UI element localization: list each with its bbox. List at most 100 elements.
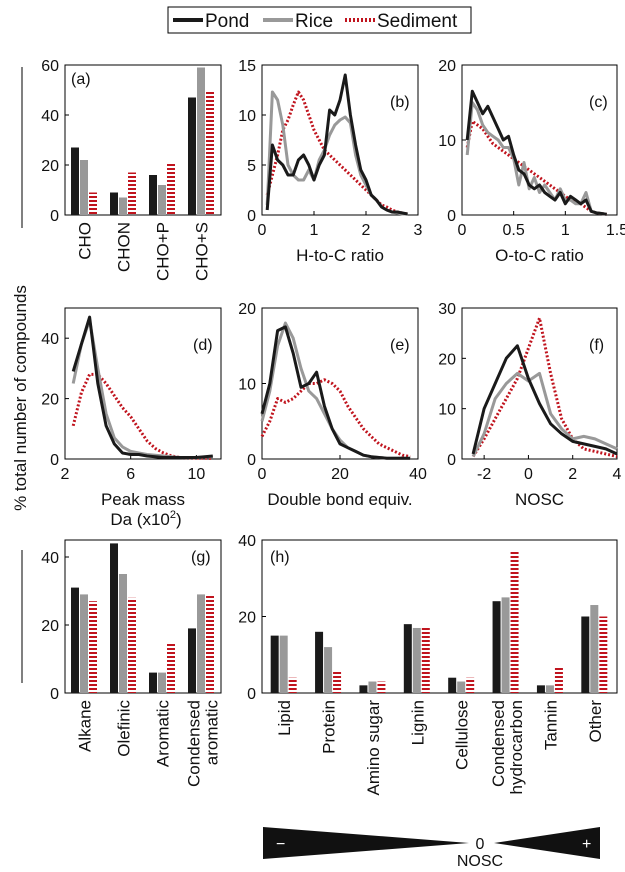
panel-d-series-sediment xyxy=(71,372,213,460)
panel-g-bar-rice xyxy=(158,672,166,693)
panel-f-ytick-label: 30 xyxy=(438,301,456,318)
panel-h-category-label: Amino sugar xyxy=(364,700,383,796)
panel-a-bar-rice xyxy=(158,185,166,215)
panel-f-xtick-label: 0 xyxy=(524,466,533,483)
panel-b-label: (b) xyxy=(390,94,410,111)
panel-a-bar-pond xyxy=(149,175,157,215)
panel-g-frame xyxy=(64,539,222,694)
panel-d-ytick-label: 40 xyxy=(41,331,59,348)
panel-f: (f) 0 10 20 30 -2 0 2 4 NOSC xyxy=(438,301,621,509)
panel-h: (h) 0 20 40 Lipid Protein Amino sugar Lignin Cel… xyxy=(238,533,618,796)
panel-a-category-label: CHON xyxy=(115,222,134,272)
panel-h-ytick-label: 20 xyxy=(238,610,256,627)
panel-d-series-pond xyxy=(71,315,213,459)
panel-h-bar-rice xyxy=(457,681,466,693)
panel-h-bar-pond xyxy=(270,635,279,693)
panel-a-ytick-label: 60 xyxy=(41,58,59,75)
panel-h-bar-sediment xyxy=(466,677,475,693)
nosc-zero-label: 0 xyxy=(476,836,485,853)
panel-h-bar-pond xyxy=(492,601,501,693)
panel-f-xtick-label: 4 xyxy=(613,466,622,483)
panel-f-xtick-label: -2 xyxy=(477,466,491,483)
legend-sediment-label: Sediment xyxy=(377,11,458,32)
panel-b-xtick-label: 3 xyxy=(414,222,423,239)
panel-h-bar-sediment-body xyxy=(333,670,342,693)
panel-c-xtick-label: 0.5 xyxy=(503,222,525,239)
panel-h-category-label: Protein xyxy=(320,700,339,754)
panel-g-ytick-label: 0 xyxy=(50,686,59,703)
panel-g-category-label: Condensedaromatic xyxy=(185,700,222,787)
panel-c-series-pond xyxy=(465,89,607,216)
panel-c-xlabel: O-to-C ratio xyxy=(495,246,584,265)
panel-d-xlabel: Peak mass xyxy=(101,490,185,509)
panel-a-bar-sediment xyxy=(167,162,175,215)
panel-c-xtick-label: 1 xyxy=(561,222,570,239)
panel-e-xtick-label: 20 xyxy=(331,466,349,483)
panel-a-bar-sediment-body xyxy=(89,192,97,215)
panel-h-category-label: Lignin xyxy=(408,700,427,745)
panel-g-bar-sediment xyxy=(206,594,214,693)
panel-a-bar-rice xyxy=(119,197,127,215)
panel-h-bar-rice xyxy=(412,627,421,693)
panel-b: (b) 0 5 10 15 0 1 2 3 H-to-C ratio xyxy=(238,58,422,265)
panel-h-bar-sediment-body xyxy=(288,677,297,693)
panel-f-xtick-label: 2 xyxy=(568,466,577,483)
panel-g-bar-sediment xyxy=(89,601,97,693)
panel-h-bar-sediment xyxy=(554,666,563,693)
panel-a-bar-sediment-body xyxy=(128,172,136,215)
panel-e-xlabel: Double bond equiv. xyxy=(267,490,412,509)
panel-h-bar-rice xyxy=(501,597,510,693)
panel-h-category-label: Tannin xyxy=(541,700,560,750)
panel-g: (g) 0 20 40 Alkane Olefinic Aromatic Condenseda… xyxy=(41,539,222,787)
panel-h-bar-rice xyxy=(279,635,288,693)
panel-b-ytick-label: 0 xyxy=(247,208,256,225)
panel-f-ytick-label: 20 xyxy=(438,351,456,368)
panel-h-bar-sediment-body xyxy=(554,666,563,693)
panel-f-series-sediment xyxy=(471,316,618,458)
panel-c-series-rice xyxy=(465,101,607,216)
panel-g-bar-pond xyxy=(110,543,118,693)
panel-d-xlabel2: Da (x102) xyxy=(110,509,181,529)
panel-h-bar-sediment-body xyxy=(466,677,475,693)
panel-h-bar-rice xyxy=(545,685,554,693)
panel-d-xtick-label: 6 xyxy=(126,466,135,483)
panel-a-category-label: CHO xyxy=(76,222,95,260)
panel-a-frame xyxy=(64,64,222,216)
legend-pond-label: Pond xyxy=(205,11,249,32)
panel-f-series-pond xyxy=(471,344,618,456)
panel-a-bar-sediment xyxy=(89,192,97,215)
panel-h-bar-sediment-body xyxy=(421,627,430,693)
legend: Pond Rice Sediment xyxy=(167,6,472,34)
panel-b-series-pond xyxy=(265,73,408,216)
panel-e-series-pond xyxy=(260,325,411,460)
panel-e-xtick-label: 0 xyxy=(258,466,267,483)
panel-g-category-label: Aromatic xyxy=(154,700,173,768)
panel-b-xlabel: H-to-C ratio xyxy=(296,246,384,265)
panel-a-bar-pond xyxy=(188,97,196,215)
panel-h-category-label: Other xyxy=(586,700,605,743)
panel-e-xtick-label: 40 xyxy=(409,466,427,483)
panel-c-xtick-label: 1.5 xyxy=(606,222,625,239)
panel-g-bar-sediment xyxy=(167,642,175,693)
panel-c: (c) 0 10 20 0 0.5 1 1.5 O-to-C ratio xyxy=(438,58,625,265)
panel-h-bar-sediment xyxy=(333,670,342,693)
panel-h-bar-rice xyxy=(368,681,377,693)
panel-b-xtick-label: 2 xyxy=(362,222,371,239)
panel-g-ytick-label: 40 xyxy=(41,550,59,567)
panel-h-label: (h) xyxy=(270,549,290,566)
panel-b-xtick-label: 1 xyxy=(310,222,319,239)
panel-h-ytick-label: 0 xyxy=(247,686,256,703)
panel-g-bar-pond xyxy=(188,628,196,693)
panel-g-bar-sediment-body xyxy=(167,642,175,693)
panel-h-category-label: Condensedhydrocarbon xyxy=(489,700,526,795)
panel-a-bar-sediment-body xyxy=(206,90,214,215)
panel-h-category-label: Lipid xyxy=(275,700,294,736)
panel-g-ytick-label: 20 xyxy=(41,618,59,635)
panel-b-series-sediment xyxy=(265,90,408,216)
panel-a-label: (a) xyxy=(71,71,91,88)
panel-g-bar-sediment-body xyxy=(206,594,214,693)
panel-g-bar-sediment-body xyxy=(89,601,97,693)
panel-d-series-rice xyxy=(71,318,213,459)
panel-c-label: (c) xyxy=(589,94,608,111)
